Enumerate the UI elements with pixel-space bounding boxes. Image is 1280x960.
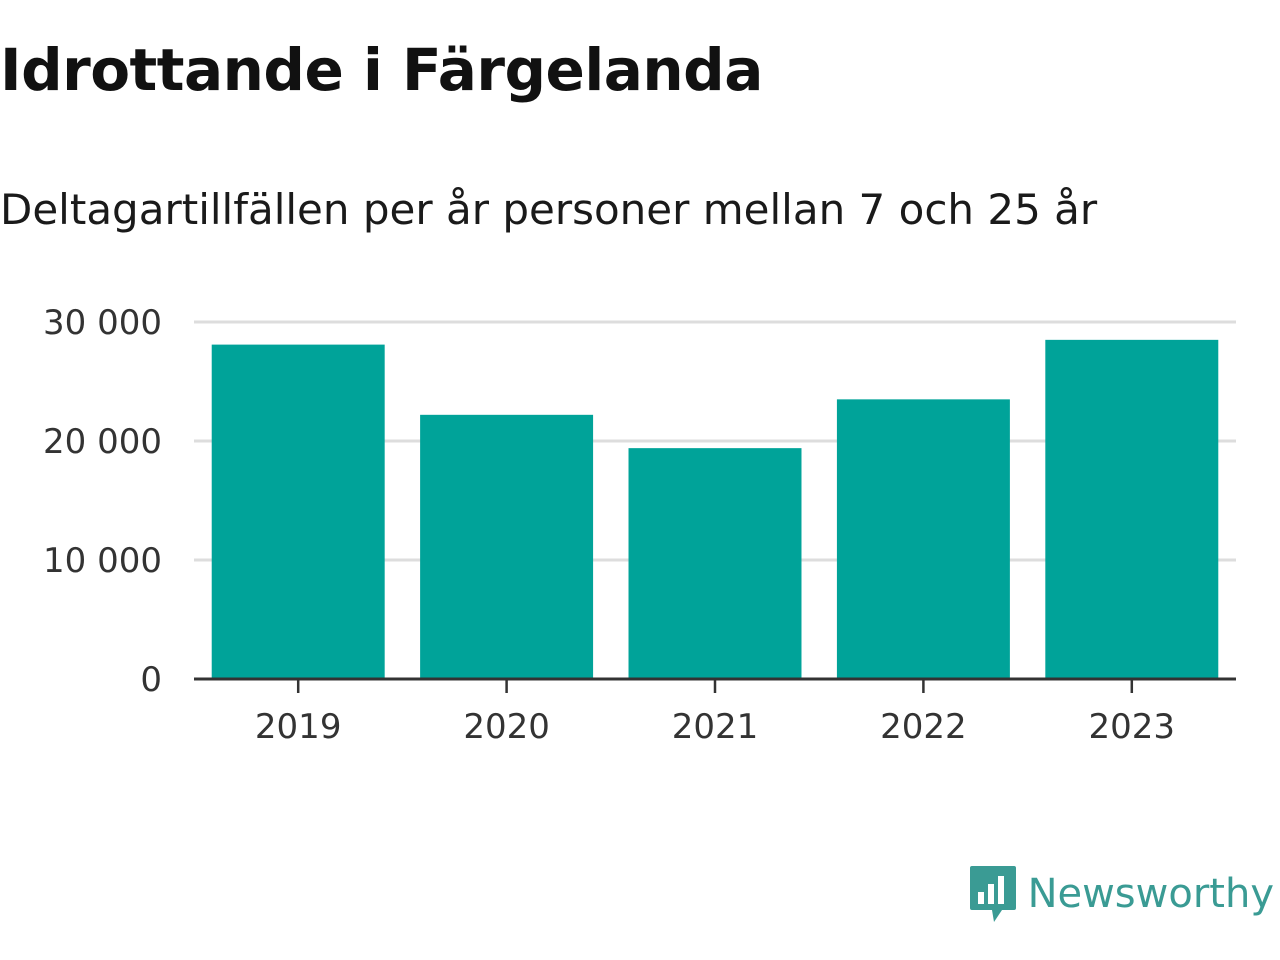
x-tick-label: 2023 — [1089, 707, 1176, 747]
y-tick-label: 10 000 — [43, 541, 162, 581]
y-tick-label: 30 000 — [43, 303, 162, 343]
y-tick-labels: 0 10 000 20 000 30 000 — [43, 303, 162, 700]
x-tick-label: 2019 — [255, 707, 342, 747]
y-tick-label: 0 — [140, 660, 162, 700]
x-axis — [194, 677, 1236, 693]
x-tick-label: 2021 — [672, 707, 759, 747]
chart-title: Idrottande i Färgelanda — [0, 36, 763, 104]
bars — [211, 339, 1219, 679]
bar-2023 — [1045, 339, 1219, 679]
bar-2020 — [420, 414, 594, 679]
chart-subtitle: Deltagartillfällen per år personer mella… — [0, 185, 1098, 234]
bar-2022 — [836, 399, 1010, 679]
newsworthy-logo: Newsworthy — [968, 864, 1274, 924]
x-tick-label: 2020 — [463, 707, 550, 747]
newsworthy-bar-chart-icon — [969, 866, 1016, 922]
brand-name: Newsworthy — [1027, 871, 1274, 917]
x-tick-labels: 2019 2020 2021 2022 2023 — [255, 707, 1175, 747]
bar-2019 — [211, 344, 385, 679]
y-tick-label: 20 000 — [43, 422, 162, 462]
bar-2021 — [628, 448, 802, 679]
x-tick-label: 2022 — [880, 707, 967, 747]
